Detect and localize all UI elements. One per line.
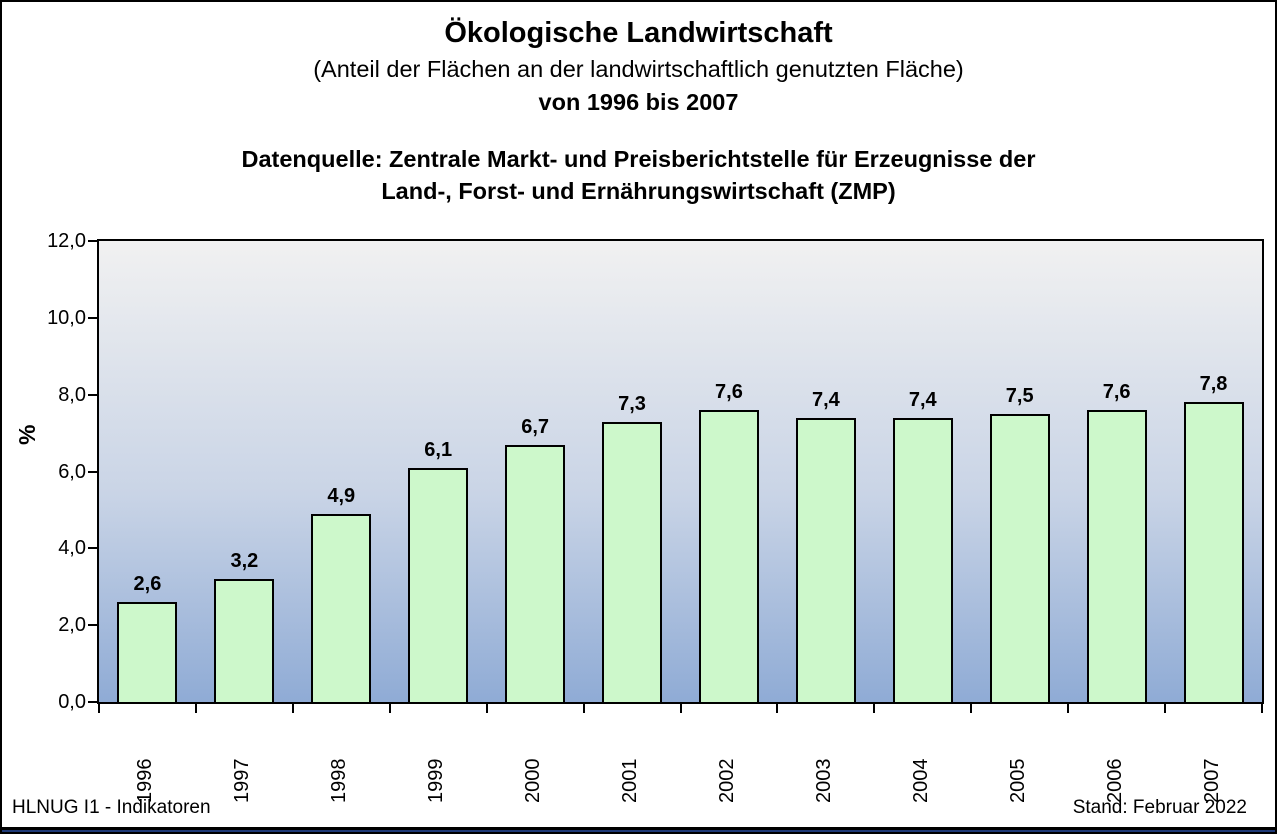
bar-value-label: 7,4 [811, 388, 840, 411]
x-tick-label: 2003 [812, 758, 835, 804]
y-tick-label: 8,0 [58, 383, 86, 406]
plot-area: 2,6 3,2 4,9 6,1 6,7 7,3 7,6 7,4 7,4 7,5 7,6 7,8 [97, 239, 1264, 704]
bar-value-label: 2,6 [133, 573, 162, 596]
x-tick-label: 2000 [522, 758, 545, 804]
bar-1998 [311, 513, 372, 702]
x-tick-label: 2004 [909, 758, 932, 804]
footer-right-text: Stand: Februar 2022 [1072, 797, 1247, 818]
x-tick [291, 704, 294, 713]
y-tick-label: 0,0 [58, 691, 86, 713]
bar-1997 [214, 579, 275, 702]
bar-value-label: 7,8 [1199, 373, 1228, 396]
x-tick [873, 704, 876, 713]
bar-2001 [602, 421, 663, 702]
x-tick-label: 1996 [134, 758, 157, 804]
data-source-line-2: Land-, Forst- und Ernährungswirtschaft (… [381, 178, 896, 204]
x-tick-label: 1999 [425, 758, 448, 804]
y-tick [88, 624, 97, 627]
y-tick-label: 10,0 [47, 306, 86, 329]
data-source-line-1: Datenquelle: Zentrale Markt- und Preisbe… [241, 146, 1036, 172]
x-tick-label: 2002 [715, 758, 738, 804]
x-tick [194, 704, 197, 713]
bar-value-label: 7,4 [908, 388, 937, 411]
x-tick [776, 704, 779, 713]
x-tick [1261, 704, 1263, 713]
bar-2007 [1183, 402, 1244, 702]
y-tick-label: 2,0 [58, 614, 86, 637]
bar-value-label: 6,7 [521, 415, 550, 438]
bar-value-label: 7,5 [1005, 384, 1034, 407]
bar-value-label: 7,6 [715, 381, 743, 404]
chart-title: Ökologische Landwirtschaft [444, 17, 833, 49]
x-tick [388, 704, 391, 713]
x-tick-label: 2007 [1200, 758, 1223, 804]
bar-1999 [408, 467, 469, 702]
y-tick [88, 470, 97, 473]
y-tick-label: 6,0 [58, 460, 86, 483]
x-tick [679, 704, 682, 713]
bar-2004 [892, 417, 953, 702]
bar-2003 [795, 417, 856, 702]
bar-value-label: 7,3 [618, 392, 646, 415]
y-tick [88, 316, 97, 319]
chart-subtitle: (Anteil der Flächen an der landwirtschaf… [313, 56, 964, 82]
x-tick [1164, 704, 1167, 713]
x-tick-label: 1998 [328, 758, 351, 804]
x-tick-label: 1997 [231, 758, 254, 804]
x-tick [1067, 704, 1070, 713]
bottom-accent-bar [2, 827, 1275, 832]
y-tick-label: 4,0 [58, 537, 86, 560]
footer-left-text: HLNUG I1 - Indikatoren [12, 797, 211, 818]
bar-2005 [989, 413, 1050, 702]
x-tick [582, 704, 585, 713]
x-tick-label: 2001 [619, 758, 642, 804]
bar-1996 [117, 602, 178, 702]
bar-value-label: 3,2 [230, 550, 259, 573]
chart-date-range: von 1996 bis 2007 [538, 89, 739, 115]
x-tick-label: 2006 [1103, 758, 1126, 804]
title-block: Ökologische Landwirtschaft (Anteil der F… [2, 2, 1275, 206]
x-tick-label: 2005 [1006, 758, 1029, 804]
x-tick [485, 704, 488, 713]
y-tick [88, 547, 97, 550]
y-tick [88, 240, 97, 242]
bar-value-label: 6,1 [424, 438, 453, 461]
x-tick [970, 704, 973, 713]
x-tick [98, 704, 100, 713]
y-tick [88, 701, 97, 703]
bar-2002 [698, 410, 759, 702]
y-tick-label: 12,0 [47, 230, 86, 252]
y-tick [88, 393, 97, 396]
bar-value-label: 4,9 [327, 484, 356, 507]
bar-value-label: 7,6 [1102, 381, 1131, 404]
bar-2000 [505, 444, 566, 702]
bar-2006 [1086, 410, 1147, 702]
